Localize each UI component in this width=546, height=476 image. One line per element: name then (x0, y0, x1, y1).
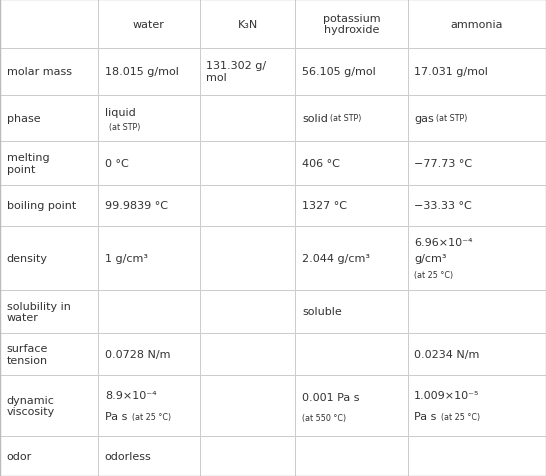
Bar (295, 49, 408, 95)
Bar (200, 376, 295, 436)
Text: (at STP): (at STP) (109, 122, 140, 131)
Bar (408, 95, 546, 142)
Bar (295, 290, 408, 333)
Bar (98, 290, 200, 333)
Bar (408, 49, 546, 95)
Text: (at STP): (at STP) (325, 114, 361, 123)
Text: gas: gas (414, 113, 434, 123)
Text: 0.0728 N/m: 0.0728 N/m (105, 349, 170, 359)
Bar (200, 49, 295, 95)
Text: molar mass: molar mass (7, 67, 72, 77)
Bar (0, 290, 98, 333)
Text: (at 550 °C): (at 550 °C) (302, 413, 346, 422)
Text: K₃N: K₃N (238, 20, 258, 30)
Bar (0, 376, 98, 436)
Text: 0.0234 N/m: 0.0234 N/m (414, 349, 479, 359)
Bar (295, 185, 408, 226)
Text: dynamic
viscosity: dynamic viscosity (7, 395, 55, 416)
Text: 1327 °C: 1327 °C (302, 201, 347, 211)
Text: 18.015 g/mol: 18.015 g/mol (105, 67, 179, 77)
Bar (0, 49, 98, 95)
Text: (at 25 °C): (at 25 °C) (414, 270, 453, 279)
Text: (at STP): (at STP) (431, 114, 467, 123)
Text: liquid: liquid (105, 108, 135, 118)
Bar (408, 376, 546, 436)
Bar (98, 333, 200, 376)
Bar (0, 142, 98, 185)
Text: (at 25 °C): (at 25 °C) (127, 412, 171, 421)
Text: −77.73 °C: −77.73 °C (414, 159, 472, 169)
Text: 1.009×10⁻⁵: 1.009×10⁻⁵ (414, 390, 479, 400)
Text: odor: odor (7, 451, 32, 461)
Text: ammonia: ammonia (450, 20, 503, 30)
Text: surface
tension: surface tension (7, 343, 48, 365)
Text: Pa s: Pa s (105, 411, 127, 421)
Bar (295, 95, 408, 142)
Bar (200, 333, 295, 376)
Bar (98, 49, 200, 95)
Bar (200, 290, 295, 333)
Text: soluble: soluble (302, 307, 342, 317)
Bar (408, 436, 546, 476)
Text: melting
point: melting point (7, 153, 49, 174)
Text: 8.9×10⁻⁴: 8.9×10⁻⁴ (105, 390, 157, 400)
Bar (408, 333, 546, 376)
Text: phase: phase (7, 113, 40, 123)
Text: Pa s: Pa s (414, 411, 437, 421)
Text: 0.001 Pa s: 0.001 Pa s (302, 392, 359, 402)
Text: 406 °C: 406 °C (302, 159, 340, 169)
Bar (98, 95, 200, 142)
Text: 6.96×10⁻⁴: 6.96×10⁻⁴ (414, 237, 473, 247)
Bar (295, 333, 408, 376)
Text: potassium
hydroxide: potassium hydroxide (323, 14, 381, 35)
Bar (408, 185, 546, 226)
Bar (200, 0, 295, 49)
Bar (0, 436, 98, 476)
Text: 99.9839 °C: 99.9839 °C (105, 201, 168, 211)
Text: water: water (133, 20, 165, 30)
Text: density: density (7, 253, 48, 263)
Text: solubility in
water: solubility in water (7, 301, 70, 322)
Bar (98, 142, 200, 185)
Bar (408, 0, 546, 49)
Bar (295, 226, 408, 290)
Bar (0, 226, 98, 290)
Text: (at 25 °C): (at 25 °C) (436, 412, 480, 421)
Bar (295, 0, 408, 49)
Bar (295, 436, 408, 476)
Bar (295, 376, 408, 436)
Bar (98, 185, 200, 226)
Bar (0, 333, 98, 376)
Bar (98, 0, 200, 49)
Text: −33.33 °C: −33.33 °C (414, 201, 472, 211)
Text: 17.031 g/mol: 17.031 g/mol (414, 67, 488, 77)
Bar (200, 95, 295, 142)
Bar (0, 0, 98, 49)
Bar (98, 226, 200, 290)
Bar (200, 226, 295, 290)
Bar (98, 436, 200, 476)
Text: odorless: odorless (105, 451, 152, 461)
Bar (408, 290, 546, 333)
Bar (408, 226, 546, 290)
Bar (295, 142, 408, 185)
Text: 131.302 g/
mol: 131.302 g/ mol (206, 61, 266, 83)
Bar (0, 95, 98, 142)
Bar (0, 185, 98, 226)
Text: 1 g/cm³: 1 g/cm³ (105, 253, 148, 263)
Text: 56.105 g/mol: 56.105 g/mol (302, 67, 376, 77)
Text: 0 °C: 0 °C (105, 159, 128, 169)
Bar (200, 185, 295, 226)
Text: solid: solid (302, 113, 328, 123)
Bar (200, 436, 295, 476)
Bar (408, 142, 546, 185)
Text: 2.044 g/cm³: 2.044 g/cm³ (302, 253, 370, 263)
Bar (200, 142, 295, 185)
Bar (98, 376, 200, 436)
Text: g/cm³: g/cm³ (414, 253, 447, 263)
Text: boiling point: boiling point (7, 201, 76, 211)
